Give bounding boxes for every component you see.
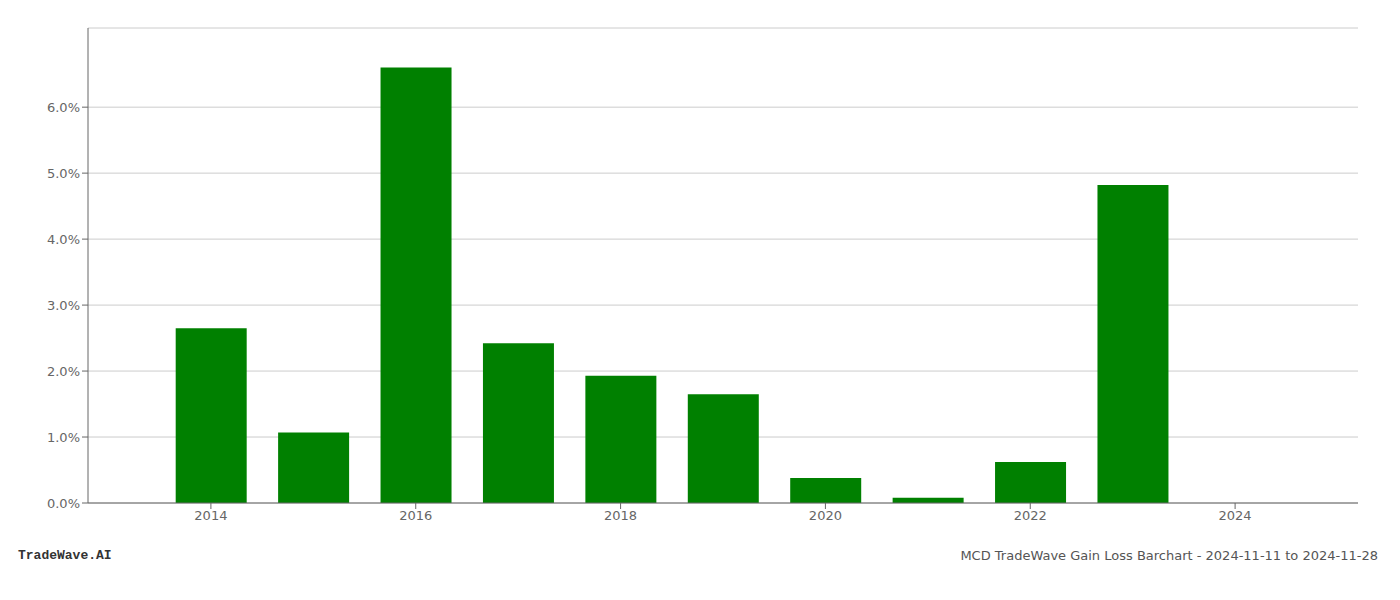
svg-text:2014: 2014 <box>194 508 227 523</box>
svg-text:2022: 2022 <box>1014 508 1047 523</box>
svg-text:2016: 2016 <box>399 508 432 523</box>
svg-text:2020: 2020 <box>809 508 842 523</box>
svg-text:5.0%: 5.0% <box>47 166 80 181</box>
svg-text:3.0%: 3.0% <box>47 298 80 313</box>
svg-text:0.0%: 0.0% <box>47 496 80 511</box>
svg-text:2.0%: 2.0% <box>47 364 80 379</box>
svg-text:1.0%: 1.0% <box>47 430 80 445</box>
html-text:TradeWave.AI: TradeWave.AI <box>18 548 112 563</box>
html-text:MCD TradeWave Gain Loss Barcha: MCD TradeWave Gain Loss Barchart - 2024-… <box>960 548 1378 563</box>
svg-text:2024: 2024 <box>1219 508 1252 523</box>
svg-text:2018: 2018 <box>604 508 637 523</box>
svg-text:6.0%: 6.0% <box>47 100 80 115</box>
svg-text:4.0%: 4.0% <box>47 232 80 247</box>
